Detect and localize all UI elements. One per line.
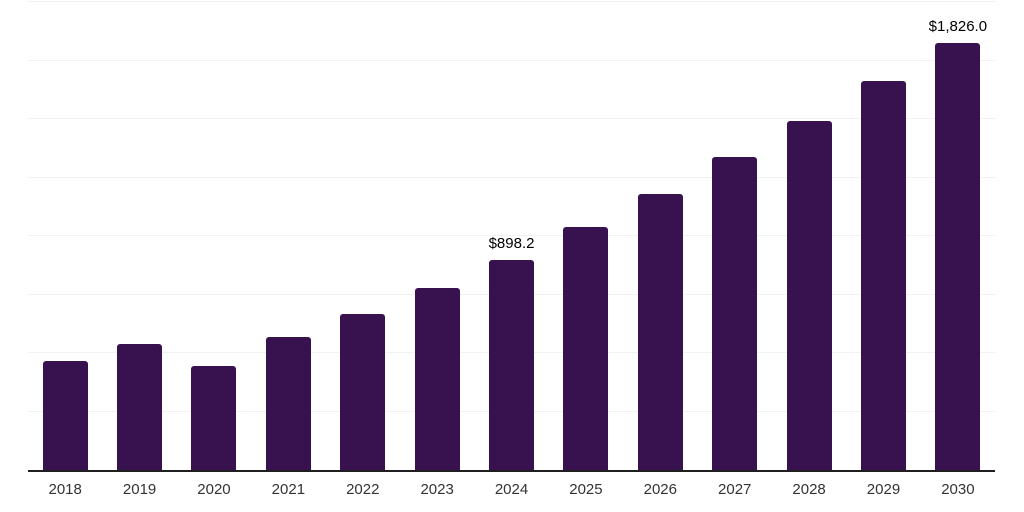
x-tick-label-2030: 2030 <box>941 481 975 498</box>
bar-2021 <box>265 336 311 470</box>
bar-2022 <box>340 313 386 470</box>
bar-band-2018 <box>28 2 102 470</box>
bar-2023 <box>414 287 460 470</box>
x-tick-label-2028: 2028 <box>792 481 826 498</box>
bar-band-2021 <box>251 2 325 470</box>
x-tick-label-2024: 2024 <box>494 481 529 498</box>
x-tick-label-2025: 2025 <box>569 481 603 498</box>
x-tick-label-2026: 2026 <box>643 481 677 498</box>
bar-band-2019 <box>102 2 176 470</box>
bar-2028 <box>786 120 832 470</box>
x-tick-label-2023: 2023 <box>420 481 454 498</box>
bar-band-2027 <box>698 2 772 470</box>
bar-2029 <box>860 80 906 470</box>
x-tick-label-2027: 2027 <box>718 481 752 498</box>
x-tick-label-2019: 2019 <box>122 481 157 498</box>
bar-2018 <box>42 360 88 470</box>
bar-2020 <box>191 365 237 470</box>
bar-band-2024: $898.2 <box>474 2 548 470</box>
x-tick-label-2029: 2029 <box>866 481 901 498</box>
data-label-2030: $1,826.0 <box>928 17 988 35</box>
bar-2019 <box>117 343 163 470</box>
gridline <box>28 235 995 236</box>
bar-2026 <box>637 193 683 470</box>
bar-band-2022 <box>326 2 400 470</box>
x-axis-tick-labels: 2018 2019 2020 2021 2022 2023 2024 2025 2026 2027… <box>28 482 995 497</box>
bar-2030 <box>935 42 981 470</box>
bar-band-2023 <box>400 2 474 470</box>
bar-band-2028 <box>772 2 846 470</box>
bar-band-2026 <box>623 2 697 470</box>
bar-2027 <box>712 156 758 470</box>
bar-band-2020 <box>177 2 251 470</box>
bar-band-2029 <box>846 2 920 470</box>
bar-band-2030: $1,826.0 <box>921 2 995 470</box>
x-tick-label-2018: 2018 <box>48 481 82 498</box>
bars-container: $898.2 $1,826.0 <box>28 2 995 470</box>
gridline <box>28 176 995 178</box>
data-label-2024: $898.2 <box>488 234 535 252</box>
bar-2024 <box>489 259 535 470</box>
bar-band-2025 <box>549 2 623 470</box>
gridline <box>28 118 995 119</box>
plot-area: $898.2 $1,826.0 <box>28 1 995 472</box>
x-axis-line <box>28 470 995 472</box>
gridline <box>28 1 995 2</box>
x-tick-label-2021: 2021 <box>271 481 306 498</box>
x-tick-label-2020: 2020 <box>197 481 231 498</box>
gridline <box>28 59 995 61</box>
bar-2025 <box>563 226 609 470</box>
x-tick-label-2022: 2022 <box>346 481 380 498</box>
